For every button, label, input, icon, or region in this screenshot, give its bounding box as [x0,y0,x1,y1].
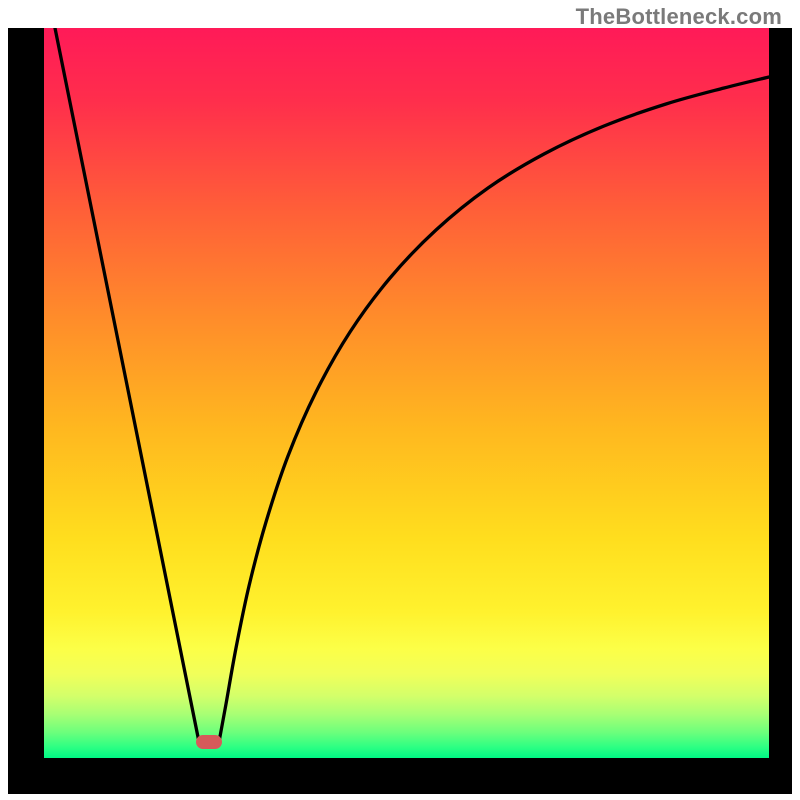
chart-frame [8,28,792,794]
plot-area [44,28,769,758]
chart-container: TheBottleneck.com [0,0,800,800]
gradient-background [44,28,769,758]
watermark-text: TheBottleneck.com [576,4,782,30]
minimum-marker [196,735,222,749]
plot-svg [44,28,769,758]
